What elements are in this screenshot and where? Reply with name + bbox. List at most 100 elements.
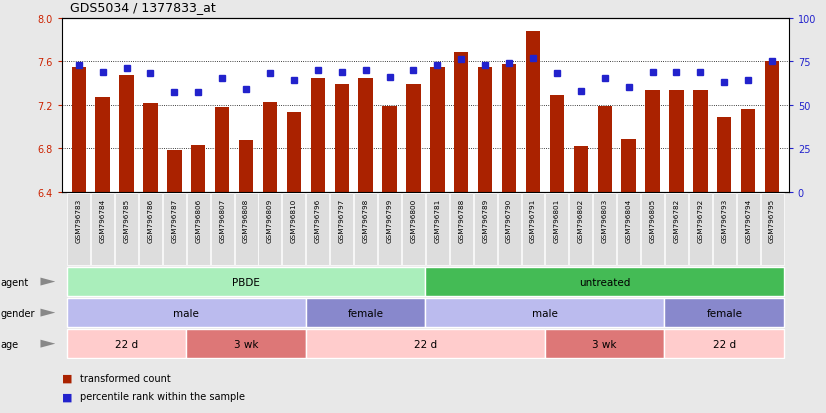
Bar: [765, 62, 779, 192]
FancyBboxPatch shape: [67, 194, 90, 265]
Text: GSM796792: GSM796792: [697, 198, 704, 242]
Bar: [287, 113, 301, 192]
Bar: [335, 85, 349, 192]
FancyBboxPatch shape: [306, 330, 545, 358]
Text: GSM796788: GSM796788: [458, 198, 464, 242]
FancyBboxPatch shape: [67, 330, 187, 358]
Bar: [143, 104, 158, 192]
Bar: [597, 107, 612, 192]
Text: GSM796797: GSM796797: [339, 198, 344, 242]
Text: GSM796789: GSM796789: [482, 198, 488, 242]
Text: agent: agent: [1, 277, 29, 287]
Text: 3 wk: 3 wk: [592, 339, 617, 349]
Text: GSM796796: GSM796796: [315, 198, 320, 242]
Text: GSM796802: GSM796802: [578, 198, 584, 242]
FancyBboxPatch shape: [545, 194, 568, 265]
Bar: [645, 91, 660, 192]
Text: GSM796794: GSM796794: [745, 198, 751, 242]
Text: GSM796782: GSM796782: [673, 198, 680, 242]
Text: GSM796798: GSM796798: [363, 198, 368, 242]
FancyBboxPatch shape: [664, 299, 784, 327]
Text: GSM796795: GSM796795: [769, 198, 775, 242]
FancyBboxPatch shape: [259, 194, 282, 265]
Text: GSM796803: GSM796803: [601, 198, 608, 242]
Bar: [526, 32, 540, 192]
Bar: [382, 107, 396, 192]
Bar: [693, 91, 708, 192]
FancyBboxPatch shape: [473, 194, 496, 265]
FancyBboxPatch shape: [689, 194, 712, 265]
Polygon shape: [40, 309, 55, 317]
Bar: [263, 103, 278, 192]
FancyBboxPatch shape: [91, 194, 114, 265]
FancyBboxPatch shape: [569, 194, 592, 265]
FancyBboxPatch shape: [737, 194, 760, 265]
Text: GSM796786: GSM796786: [147, 198, 154, 242]
Bar: [406, 85, 420, 192]
Text: GSM796806: GSM796806: [195, 198, 202, 242]
Text: GSM796809: GSM796809: [267, 198, 273, 242]
Text: GSM796785: GSM796785: [124, 198, 130, 242]
Text: transformed count: transformed count: [80, 373, 171, 383]
FancyBboxPatch shape: [641, 194, 664, 265]
Text: male: male: [532, 308, 558, 318]
Bar: [717, 117, 732, 192]
Text: male: male: [173, 308, 199, 318]
FancyBboxPatch shape: [67, 268, 425, 296]
Text: GSM796781: GSM796781: [434, 198, 440, 242]
FancyBboxPatch shape: [67, 299, 306, 327]
FancyBboxPatch shape: [211, 194, 234, 265]
FancyBboxPatch shape: [617, 194, 640, 265]
FancyBboxPatch shape: [761, 194, 784, 265]
Bar: [621, 140, 636, 192]
FancyBboxPatch shape: [330, 194, 354, 265]
FancyBboxPatch shape: [545, 330, 664, 358]
Text: GSM796783: GSM796783: [76, 198, 82, 242]
Text: GSM796808: GSM796808: [243, 198, 249, 242]
Text: percentile rank within the sample: percentile rank within the sample: [80, 392, 245, 401]
Text: GSM796805: GSM796805: [649, 198, 656, 242]
Text: GSM796787: GSM796787: [171, 198, 178, 242]
Polygon shape: [40, 340, 55, 348]
Text: GSM796804: GSM796804: [625, 198, 632, 242]
Text: GSM796799: GSM796799: [387, 198, 392, 242]
Text: ■: ■: [62, 392, 73, 401]
Bar: [119, 76, 134, 192]
Bar: [669, 91, 684, 192]
Text: GSM796807: GSM796807: [219, 198, 225, 242]
Bar: [167, 151, 182, 192]
FancyBboxPatch shape: [593, 194, 616, 265]
FancyBboxPatch shape: [497, 194, 520, 265]
Text: female: female: [348, 308, 383, 318]
Bar: [454, 53, 468, 192]
Bar: [478, 67, 492, 192]
Text: 22 d: 22 d: [713, 339, 736, 349]
FancyBboxPatch shape: [425, 268, 784, 296]
FancyBboxPatch shape: [665, 194, 688, 265]
FancyBboxPatch shape: [450, 194, 472, 265]
FancyBboxPatch shape: [163, 194, 186, 265]
Text: 3 wk: 3 wk: [234, 339, 259, 349]
Bar: [96, 98, 110, 192]
Bar: [550, 95, 564, 192]
Text: gender: gender: [1, 308, 36, 318]
FancyBboxPatch shape: [354, 194, 377, 265]
Bar: [311, 79, 325, 192]
FancyBboxPatch shape: [187, 194, 210, 265]
FancyBboxPatch shape: [425, 299, 664, 327]
FancyBboxPatch shape: [521, 194, 544, 265]
Bar: [741, 109, 755, 192]
Text: GSM796800: GSM796800: [411, 198, 416, 242]
FancyBboxPatch shape: [402, 194, 425, 265]
FancyBboxPatch shape: [187, 330, 306, 358]
Bar: [502, 65, 516, 192]
FancyBboxPatch shape: [378, 194, 401, 265]
Bar: [430, 67, 444, 192]
FancyBboxPatch shape: [306, 299, 425, 327]
FancyBboxPatch shape: [306, 194, 330, 265]
Bar: [573, 147, 588, 192]
Text: 22 d: 22 d: [115, 339, 138, 349]
Text: GDS5034 / 1377833_at: GDS5034 / 1377833_at: [70, 2, 216, 14]
Text: GSM796801: GSM796801: [554, 198, 560, 242]
Bar: [215, 107, 230, 192]
